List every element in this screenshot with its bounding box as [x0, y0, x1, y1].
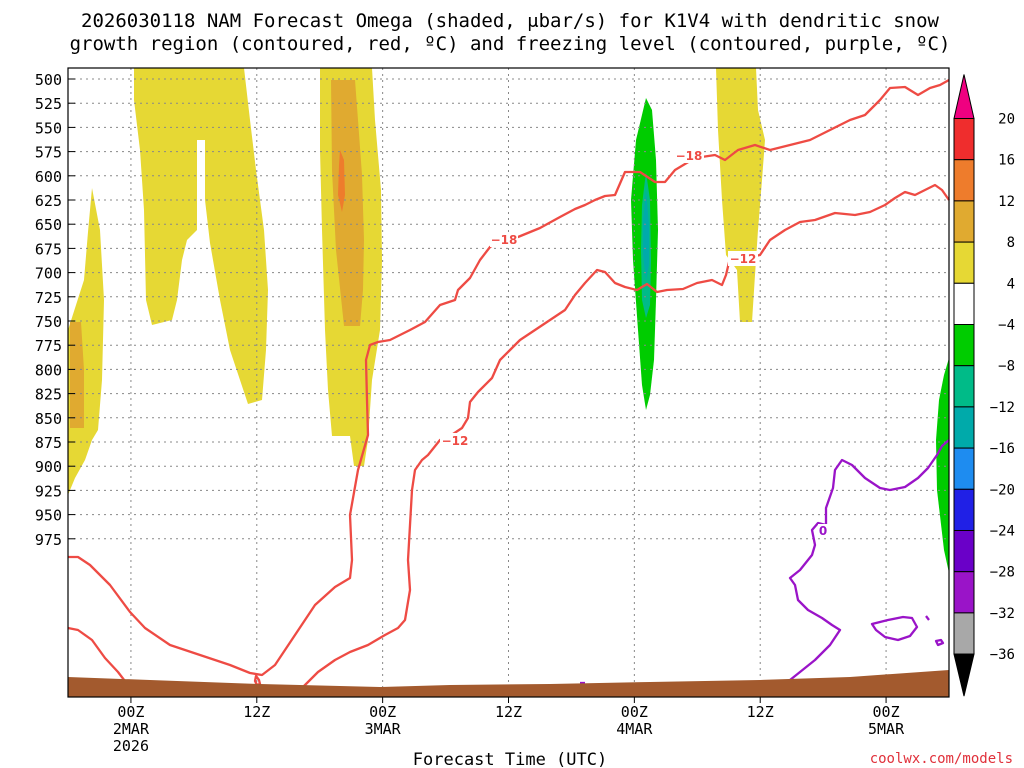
- x-tick-label: 00Z: [117, 703, 144, 721]
- dgz-warm-label-left: −12: [442, 434, 469, 448]
- omega-region-minus12: [643, 190, 649, 280]
- y-tick-label: 725: [35, 289, 62, 307]
- y-tick-label: 825: [35, 386, 62, 404]
- plot-area: [68, 68, 949, 697]
- x-tick-label: 00Z: [873, 703, 900, 721]
- y-tick-label: 900: [35, 458, 62, 476]
- colorbar-swatch: [953, 159, 975, 202]
- x-axis-label: Forecast Time (UTC): [413, 750, 607, 768]
- terrain-ground: [68, 670, 949, 697]
- dgz-warm-label-bg-left: [440, 433, 470, 448]
- contour-labels: −18 −18 −12 −12 0: [440, 148, 828, 538]
- colorbar-label: 20: [998, 112, 1015, 128]
- colorbar-label: −8: [998, 359, 1015, 375]
- y-tick-label: 750: [35, 313, 62, 331]
- colorbar-swatch: [953, 406, 975, 449]
- freezing-level-contour-line: [788, 439, 950, 681]
- omega-region-minus4-b: [936, 358, 949, 573]
- colorbar-label: 4: [1007, 276, 1015, 292]
- colorbar-label: −24: [990, 524, 1015, 540]
- y-axis: 500 525 550 575 600 625 650 675 700 725 750 775 800 8…: [35, 71, 75, 549]
- colorbar: 20 16 12 8 4 −4 −8 −12 −16 −20 −24 −28 −32 −36: [953, 74, 1015, 697]
- colorbar-top-arrow: [953, 74, 975, 119]
- freezing-label: 0: [819, 524, 827, 538]
- colorbar-swatch: [953, 571, 975, 614]
- colorbar-label: −32: [990, 606, 1015, 622]
- x-tick-label: 2MAR: [113, 720, 150, 738]
- y-tick-label: 950: [35, 507, 62, 525]
- y-tick-label: 700: [35, 265, 62, 283]
- y-tick-label: 650: [35, 216, 62, 234]
- y-tick-label: 850: [35, 410, 62, 428]
- colorbar-swatch: [953, 118, 975, 161]
- colorbar-swatch: [953, 530, 975, 573]
- omega-region-plus8-b: [331, 80, 364, 326]
- colorbar-swatch: [953, 324, 975, 367]
- x-tick-label: 4MAR: [616, 720, 653, 738]
- colorbar-label: −16: [990, 441, 1015, 457]
- freezing-contours: [580, 439, 950, 685]
- colorbar-label: −36: [990, 647, 1015, 663]
- y-tick-label: 925: [35, 482, 62, 500]
- dgz-warm-contour-line: [67, 183, 950, 691]
- freezing-level-dot-a: [925, 615, 930, 621]
- colorbar-label: 16: [998, 153, 1015, 169]
- y-tick-label: 800: [35, 361, 62, 379]
- y-tick-label: 550: [35, 119, 62, 137]
- y-tick-label: 500: [35, 71, 62, 89]
- dgz-cold-label-bg-left: [490, 232, 518, 247]
- freezing-label-bg: [818, 524, 828, 538]
- dgz-cold-label-bg-right: [674, 148, 704, 163]
- y-tick-label: 775: [35, 337, 62, 355]
- y-tick-label: 675: [35, 240, 62, 258]
- x-tick-label: 00Z: [621, 703, 648, 721]
- x-tick-label: 12Z: [747, 703, 774, 721]
- colorbar-swatch: [953, 200, 975, 243]
- omega-region-plus8-a: [70, 322, 84, 428]
- x-tick-label: 3MAR: [365, 720, 402, 738]
- freezing-level-dot-b: [934, 638, 945, 647]
- dgz-cold-label-right: −18: [676, 149, 703, 163]
- colorbar-bottom-arrow: [953, 653, 975, 697]
- x-tick-label: 00Z: [369, 703, 396, 721]
- dgz-warm-label-bg-right: [728, 251, 758, 266]
- omega-region-plus4-b: [134, 68, 268, 404]
- x-tick-label: 12Z: [243, 703, 270, 721]
- y-tick-label: 975: [35, 531, 62, 549]
- colorbar-label: −28: [990, 565, 1015, 581]
- x-tick-label: 2026: [113, 737, 149, 755]
- y-tick-label: 875: [35, 434, 62, 452]
- x-tick-label: 12Z: [495, 703, 522, 721]
- colorbar-swatch: [953, 282, 975, 325]
- colorbar-swatch: [953, 241, 975, 284]
- colorbar-label: −4: [998, 318, 1015, 334]
- dgz-warm-label-right: −12: [730, 252, 757, 266]
- y-tick-label: 600: [35, 168, 62, 186]
- colorbar-label: 8: [1007, 235, 1015, 251]
- y-tick-label: 525: [35, 95, 62, 113]
- chart-title-line-2: growth region (contoured, red, ºC) and f…: [70, 33, 951, 55]
- credit-text: coolwx.com/models: [870, 751, 1013, 767]
- colorbar-swatch: [953, 447, 975, 490]
- y-tick-label: 625: [35, 192, 62, 210]
- chart-title-line-1: 2026030118 NAM Forecast Omega (shaded, μ…: [81, 10, 939, 32]
- colorbar-label: −12: [990, 400, 1015, 416]
- dgz-cold-label-left: −18: [491, 233, 518, 247]
- omega-region-plus12: [338, 150, 345, 212]
- colorbar-swatch: [953, 612, 975, 655]
- colorbar-swatch: [953, 488, 975, 531]
- colorbar-label: −20: [990, 482, 1015, 498]
- y-tick-label: 575: [35, 144, 62, 162]
- x-tick-label: 5MAR: [868, 720, 905, 738]
- freezing-level-closed-contour: [870, 615, 919, 642]
- colorbar-label: 12: [998, 194, 1015, 210]
- colorbar-swatch: [953, 365, 975, 408]
